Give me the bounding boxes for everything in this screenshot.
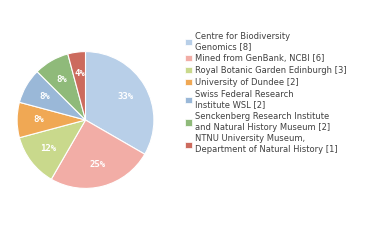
Text: 8%: 8% <box>40 92 51 101</box>
Wedge shape <box>68 52 86 120</box>
Legend: Centre for Biodiversity
Genomics [8], Mined from GenBank, NCBI [6], Royal Botani: Centre for Biodiversity Genomics [8], Mi… <box>184 30 349 156</box>
Wedge shape <box>17 102 85 138</box>
Wedge shape <box>86 52 154 154</box>
Text: 12%: 12% <box>41 144 57 153</box>
Wedge shape <box>37 54 86 120</box>
Text: 8%: 8% <box>33 115 44 125</box>
Text: 25%: 25% <box>89 160 106 169</box>
Wedge shape <box>51 120 145 188</box>
Wedge shape <box>19 72 86 120</box>
Text: 4%: 4% <box>74 69 85 78</box>
Text: 33%: 33% <box>118 92 134 101</box>
Wedge shape <box>19 120 86 179</box>
Text: 8%: 8% <box>57 75 68 84</box>
